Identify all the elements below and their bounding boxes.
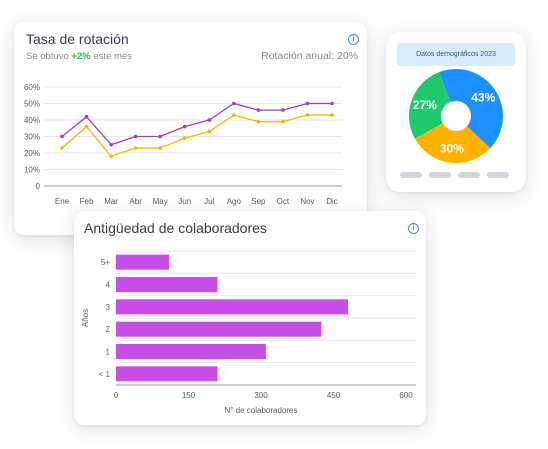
- x-tick-label: 300: [254, 391, 268, 400]
- y-tick-label: 5+: [101, 258, 110, 267]
- y-tick-label: 10%: [24, 166, 40, 175]
- x-tick-label: Jul: [204, 197, 214, 206]
- pie-slice: [414, 123, 491, 163]
- series-point: [133, 146, 138, 150]
- series-point: [60, 146, 64, 150]
- series-point: [60, 134, 64, 139]
- x-tick-label: Nov: [300, 197, 314, 206]
- bar: [116, 299, 348, 315]
- series-point: [207, 129, 212, 134]
- series-point: [305, 101, 310, 106]
- bar: [116, 277, 218, 292]
- info-icon[interactable]: i: [408, 223, 419, 234]
- subtitle-delta: +2%: [71, 51, 91, 62]
- x-tick-label: Ago: [227, 197, 242, 206]
- series-point: [109, 154, 113, 159]
- y-tick-label: 30%: [24, 133, 40, 142]
- series-point: [84, 114, 89, 119]
- x-tick-label: Dic: [326, 197, 338, 206]
- series-point: [182, 136, 187, 140]
- y-tick-label: 40%: [24, 116, 40, 125]
- series-line-1: [61, 102, 332, 146]
- rotation-title: Tasa de rotación: [26, 31, 129, 47]
- demographics-card: Datos demográficos 2023 43% 30% 27%: [386, 32, 526, 192]
- annual-rotation: Rotación anual: 20%: [261, 50, 358, 62]
- rotation-card: Tasa de rotación i Se obtuvo +2% este me…: [14, 22, 367, 235]
- tenure-title: Antigüedad de colaboradores: [84, 220, 267, 236]
- x-tick-label: May: [153, 197, 168, 206]
- info-icon[interactable]: i: [348, 34, 359, 45]
- series-point: [133, 134, 138, 139]
- bar: [116, 254, 170, 270]
- series-point: [158, 134, 162, 139]
- y-tick-label: 0: [36, 182, 41, 191]
- pagination-dot[interactable]: [487, 172, 509, 178]
- series-point: [84, 124, 89, 129]
- tenure-bar-chart: 5+ 4 3 2 1 < 1 0 150 300 450 600 N° de colaboradore…: [81, 250, 416, 415]
- subtitle-prefix: Se obtuvo: [26, 51, 69, 62]
- pagination-dots: [400, 172, 512, 178]
- series-point: [330, 101, 334, 106]
- x-tick-label: 0: [114, 391, 119, 400]
- x-tick-label: Jun: [178, 197, 191, 206]
- x-tick-label: Sep: [251, 197, 266, 206]
- x-tick-label: Feb: [80, 197, 94, 206]
- y-tick-label: 60%: [24, 83, 40, 92]
- pie-slice: [409, 72, 451, 139]
- y-tick-label: 3: [106, 303, 111, 312]
- y-tick-label: < 1: [99, 370, 111, 379]
- series-point: [207, 118, 212, 122]
- y-tick-label: 2: [106, 325, 111, 334]
- series-point: [281, 119, 285, 124]
- x-tick-label: Abr: [129, 197, 142, 206]
- rotation-subtitle: Se obtuvo +2% este mes: [26, 51, 132, 62]
- bar: [116, 366, 218, 382]
- series-point: [256, 108, 261, 112]
- pie-slice: [438, 69, 503, 149]
- demographics-title-pill: Datos demográficos 2023: [397, 43, 515, 66]
- x-tick-label: 600: [399, 391, 413, 400]
- demographics-pie-chart: 43% 30% 27%: [409, 69, 503, 163]
- pie-slice-label: 27%: [413, 98, 437, 112]
- x-axis-title: N° de colaboradores: [224, 406, 297, 415]
- pie-slice-label: 30%: [440, 142, 464, 156]
- x-tick-label: 150: [182, 391, 196, 400]
- series-point: [158, 146, 162, 150]
- pagination-dot[interactable]: [400, 172, 422, 178]
- series-point: [330, 113, 334, 117]
- series-point: [182, 124, 187, 129]
- bar: [116, 321, 322, 337]
- series-point: [232, 101, 236, 106]
- x-tick-label: Ene: [55, 197, 70, 206]
- tenure-card: Antigüedad de colaboradores i 5+ 4 3 2 1 < 1 0…: [74, 211, 426, 425]
- series-point: [256, 119, 261, 124]
- series-point: [305, 113, 310, 117]
- y-axis-title: Años: [81, 309, 90, 327]
- y-tick-label: 50%: [24, 100, 40, 109]
- series-point: [232, 113, 236, 117]
- pagination-dot[interactable]: [429, 172, 451, 178]
- pagination-dot[interactable]: [458, 172, 480, 178]
- rotation-line-chart: 0 10% 20% 30% 40% 50% 60% Ene Feb Mar Abr May Jun Jul…: [24, 83, 342, 206]
- y-tick-label: 20%: [24, 149, 40, 158]
- pie-slice-label: 43%: [471, 90, 495, 104]
- x-tick-label: Mar: [104, 197, 118, 206]
- series-point: [109, 142, 113, 147]
- subtitle-suffix: este mes: [93, 51, 132, 62]
- series-point: [281, 108, 285, 112]
- y-tick-label: 1: [106, 348, 111, 357]
- series-line-2: [61, 114, 332, 158]
- x-tick-label: Oct: [277, 197, 290, 206]
- x-tick-label: 450: [327, 391, 341, 400]
- y-tick-label: 4: [106, 281, 111, 290]
- bar: [116, 344, 266, 359]
- demographics-title: Datos demográficos 2023: [416, 51, 496, 58]
